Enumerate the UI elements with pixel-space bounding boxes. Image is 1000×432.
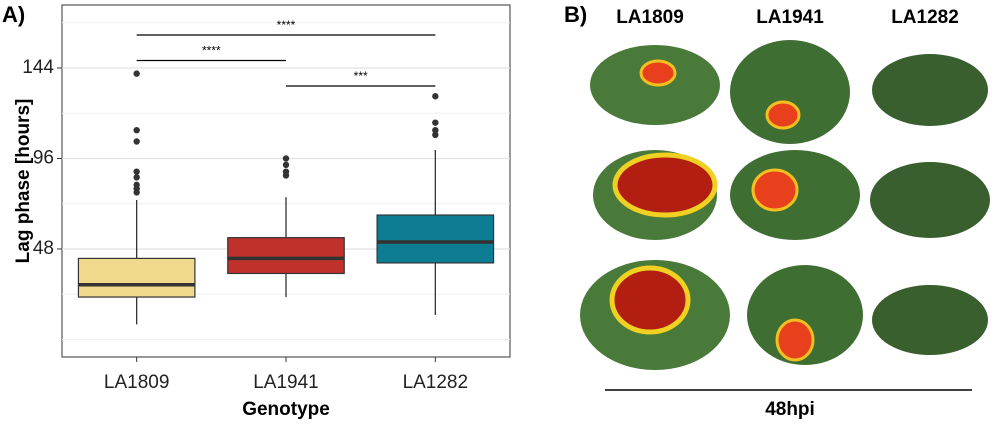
plot-panel (61, 4, 511, 358)
leaf (872, 54, 988, 126)
lesion (765, 100, 801, 130)
panel-label: A) (2, 2, 25, 27)
panel-label: B) (564, 2, 587, 27)
outlier (432, 126, 439, 134)
lesion (751, 168, 799, 212)
timepoint-label: 48hpi (765, 399, 815, 420)
column-label: LA1282 (891, 7, 959, 28)
y-axis-title: Lag phase [hours] (13, 99, 34, 264)
lesion (609, 265, 691, 335)
outlier (432, 119, 439, 126)
outlier (432, 131, 439, 139)
box (227, 237, 345, 275)
column-label: LA1809 (616, 7, 684, 28)
box (77, 257, 196, 298)
y-tick-label: 96 (33, 147, 54, 168)
y-tick-label: 144 (22, 57, 54, 78)
x-tick-label: LA1941 (253, 372, 319, 393)
leaf (870, 162, 990, 238)
box (376, 214, 495, 264)
outlier (133, 174, 140, 181)
significance-label: **** (277, 18, 296, 32)
lesion (639, 59, 677, 87)
leaf (730, 40, 850, 144)
leaf (872, 285, 988, 355)
significance-label: **** (202, 44, 221, 58)
outlier (282, 172, 290, 179)
outlier (133, 70, 140, 77)
outlier (133, 138, 140, 145)
outlier (133, 189, 140, 196)
outlier (133, 168, 140, 175)
x-tick-label: LA1282 (403, 372, 469, 393)
x-axis-title: Genotype (242, 399, 330, 420)
lesion (612, 152, 718, 218)
y-tick-label: 48 (33, 238, 54, 259)
leaf-images (580, 40, 990, 370)
outlier (432, 93, 439, 100)
outlier (282, 161, 290, 169)
lesion (775, 318, 815, 362)
outlier (282, 155, 290, 162)
x-tick-label: LA1809 (104, 372, 170, 393)
outlier (133, 126, 140, 134)
column-label: LA1941 (756, 7, 824, 28)
significance-label: *** (354, 69, 368, 83)
